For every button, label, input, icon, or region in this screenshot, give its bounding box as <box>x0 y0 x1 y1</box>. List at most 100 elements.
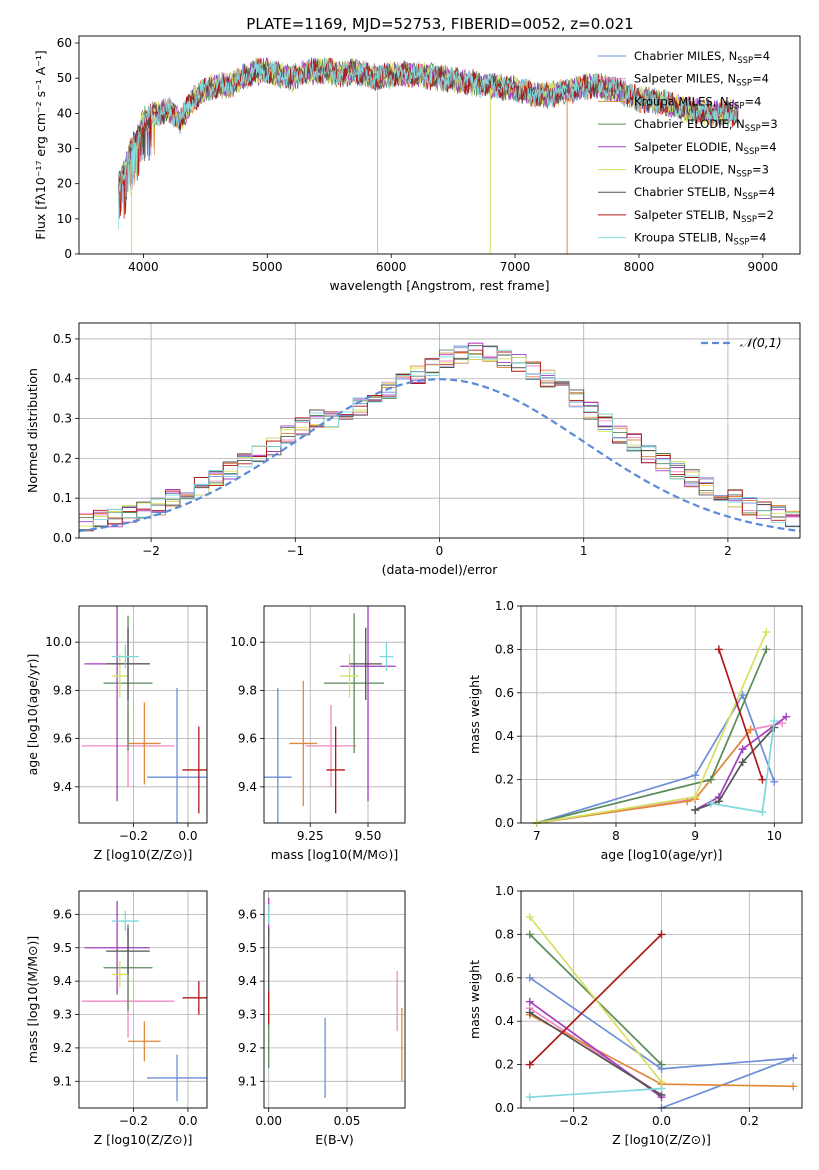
axes-frame <box>263 605 406 824</box>
axes-frame <box>520 890 803 1109</box>
y-tick-label: 0.0 <box>495 816 514 830</box>
y-tick-label: 0.4 <box>495 1014 514 1028</box>
y-tick-label: 9.6 <box>53 732 72 746</box>
y-tick-label: 9.8 <box>53 683 72 697</box>
y-axis-label: age [log10(age/yr)] <box>25 654 40 776</box>
axes-frame <box>78 35 801 255</box>
y-tick-label: 9.1 <box>53 1074 72 1088</box>
y-tick-label: 0.2 <box>495 773 514 787</box>
y-tick-label: 9.3 <box>238 1008 257 1022</box>
legend-value: =3 <box>761 117 778 131</box>
x-tick-label: 9000 <box>748 260 779 274</box>
y-tick-label: 9.4 <box>53 780 72 794</box>
y-tick-label: 0.6 <box>495 971 514 985</box>
x-axis-label: mass [log10(M/M⊙)] <box>271 847 399 862</box>
y-axis-label: mass weight <box>467 675 482 754</box>
histogram-step <box>79 356 800 535</box>
y-axis-label: Flux [fλ10⁻¹⁷ erg cm⁻² s⁻¹ A⁻¹] <box>33 50 48 239</box>
y-tick-label: 9.2 <box>238 1041 257 1055</box>
y-tick-label: 9.2 <box>53 1041 72 1055</box>
y-tick-label: 9.1 <box>238 1074 257 1088</box>
legend-value: =4 <box>752 72 769 86</box>
y-axis-label: mass weight <box>467 960 482 1039</box>
weight-line <box>694 726 775 811</box>
x-tick-label: 0 <box>436 544 444 558</box>
y-tick-label: 10.0 <box>45 635 72 649</box>
y-tick-label: 60 <box>57 36 72 50</box>
x-axis-label: Z [log10(Z/Z⊙)] <box>94 847 193 862</box>
y-tick-label: 0.4 <box>495 729 514 743</box>
y-tick-label: 0.4 <box>53 372 72 386</box>
y-tick-label: 9.5 <box>53 941 72 955</box>
histogram-step <box>79 345 800 533</box>
y-tick-label: 0.5 <box>53 332 72 346</box>
x-tick-label: 8000 <box>624 260 655 274</box>
legend-label: Salpeter STELIB, NSSP=2 <box>634 208 774 225</box>
histogram-step <box>79 346 800 531</box>
y-tick-label: 10 <box>57 212 72 226</box>
y-axis-label: Normed distribution <box>25 368 40 493</box>
y-tick-label: 0.6 <box>495 686 514 700</box>
x-tick-label: 4000 <box>128 260 159 274</box>
axes-frame <box>78 322 801 539</box>
y-tick-label: 40 <box>57 106 72 120</box>
y-tick-label: 9.8 <box>238 683 257 697</box>
x-axis-label: age [log10(age/yr)] <box>601 847 723 862</box>
figure-title: PLATE=1169, MJD=52753, FIBERID=0052, z=0… <box>246 15 633 33</box>
legend-subscript: SSP <box>736 170 752 180</box>
x-tick-label: 0.0 <box>178 1114 197 1128</box>
y-tick-label: 30 <box>57 142 72 156</box>
legend-subscript: SSP <box>734 238 750 248</box>
x-tick-label: 0.2 <box>740 1114 759 1128</box>
y-axis-label: mass [log10(M/M⊙)] <box>25 936 40 1064</box>
x-tick-label: 7 <box>533 829 541 843</box>
y-tick-label: 1.0 <box>495 599 514 613</box>
legend-label: Chabrier MILES, NSSP=4 <box>634 49 770 66</box>
weight-line <box>661 1057 794 1108</box>
histogram-step <box>79 345 800 528</box>
normal-curve <box>79 378 800 533</box>
legend-value: =4 <box>758 185 775 199</box>
y-tick-label: 9.6 <box>53 907 72 921</box>
legend-subscript: SSP <box>737 56 753 66</box>
x-tick-label: 10 <box>767 829 782 843</box>
x-tick-label: −2 <box>142 544 160 558</box>
legend-subscript: SSP <box>741 215 757 225</box>
x-tick-label: 5000 <box>252 260 283 274</box>
y-tick-label: 0.1 <box>53 491 72 505</box>
spectrum-line <box>118 57 739 230</box>
y-tick-label: 9.6 <box>238 732 257 746</box>
x-tick-label: 9.25 <box>297 829 324 843</box>
y-tick-label: 0.8 <box>495 642 514 656</box>
legend-label: Chabrier ELODIE, NSSP=3 <box>634 117 778 134</box>
legend-subscript: SSP <box>744 147 760 157</box>
x-tick-label: 0.0 <box>178 829 197 843</box>
x-tick-label: −0.2 <box>119 829 148 843</box>
x-tick-label: 9 <box>691 829 699 843</box>
weight-line <box>529 1087 662 1099</box>
x-tick-label: 2 <box>724 544 732 558</box>
x-tick-label: −0.2 <box>119 1114 148 1128</box>
weight-line <box>536 722 783 823</box>
y-tick-label: 1.0 <box>495 884 514 898</box>
legend-label: Kroupa ELODIE, NSSP=3 <box>634 163 769 180</box>
y-tick-label: 9.4 <box>53 974 72 988</box>
axes-frame <box>78 605 208 824</box>
y-tick-label: 0.2 <box>53 451 72 465</box>
y-tick-label: 0.0 <box>495 1101 514 1115</box>
legend-label: Salpeter ELODIE, NSSP=4 <box>634 140 777 157</box>
legend-label: Kroupa STELIB, NSSP=4 <box>634 231 766 248</box>
spectrum-line <box>118 57 739 210</box>
axes-frame <box>78 890 208 1109</box>
legend-subscript: SSP <box>729 101 745 111</box>
x-axis-label: Z [log10(Z/Z⊙)] <box>612 1132 711 1147</box>
x-axis-label: Z [log10(Z/Z⊙)] <box>94 1132 193 1147</box>
legend-value: =3 <box>752 163 769 177</box>
legend-subscript: SSP <box>745 124 761 134</box>
x-axis-label: wavelength [Angstrom, rest frame] <box>329 278 549 293</box>
legend-label: Chabrier STELIB, NSSP=4 <box>634 185 775 202</box>
y-tick-label: 0 <box>64 247 72 261</box>
x-tick-label: 7000 <box>500 260 531 274</box>
y-tick-label: 0.8 <box>495 927 514 941</box>
